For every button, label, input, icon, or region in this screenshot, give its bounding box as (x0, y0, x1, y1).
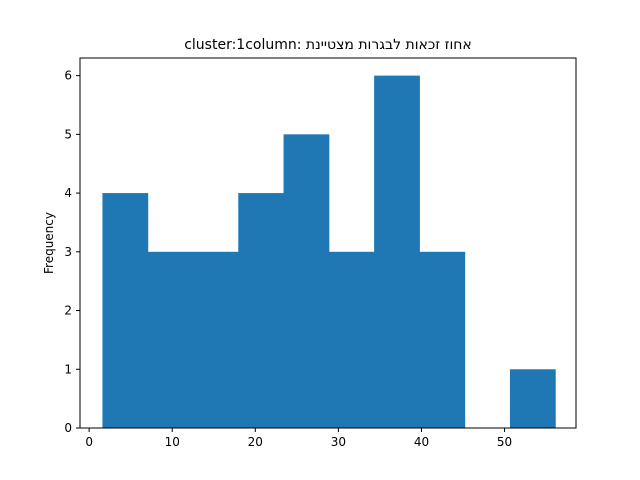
histogram-bar (328, 251, 375, 428)
chart-title: cluster:1column: אחוז זכאות לבגרות מצטיי… (184, 37, 472, 53)
y-tick-label: 3 (64, 245, 72, 259)
y-axis: 0 1 2 3 4 5 6 (64, 69, 80, 435)
x-tick-label: 0 (85, 435, 93, 449)
histogram-bar (509, 369, 556, 428)
x-tick-label: 10 (165, 435, 180, 449)
x-tick-label: 20 (248, 435, 263, 449)
histogram-bar (419, 251, 466, 428)
histogram-bar (238, 193, 285, 428)
y-tick-label: 4 (64, 186, 72, 200)
y-tick-label: 6 (64, 69, 72, 83)
y-tick-label: 0 (64, 421, 72, 435)
histogram-bar (374, 75, 420, 428)
x-axis: 0 10 20 30 40 50 (85, 428, 512, 449)
histogram-bar (102, 193, 149, 428)
y-tick-label: 2 (64, 304, 72, 318)
plot-frame (79, 57, 577, 429)
x-tick-label: 50 (497, 435, 512, 449)
y-axis-label: Frequency (42, 212, 56, 274)
y-tick-label: 5 (64, 127, 72, 141)
x-tick-label: 40 (414, 435, 429, 449)
histogram-bar (283, 134, 330, 428)
bars-group (102, 75, 556, 428)
histogram-bar (192, 251, 239, 428)
x-tick-label: 30 (331, 435, 346, 449)
y-tick-label: 1 (64, 362, 72, 376)
histogram-bar (147, 251, 194, 428)
